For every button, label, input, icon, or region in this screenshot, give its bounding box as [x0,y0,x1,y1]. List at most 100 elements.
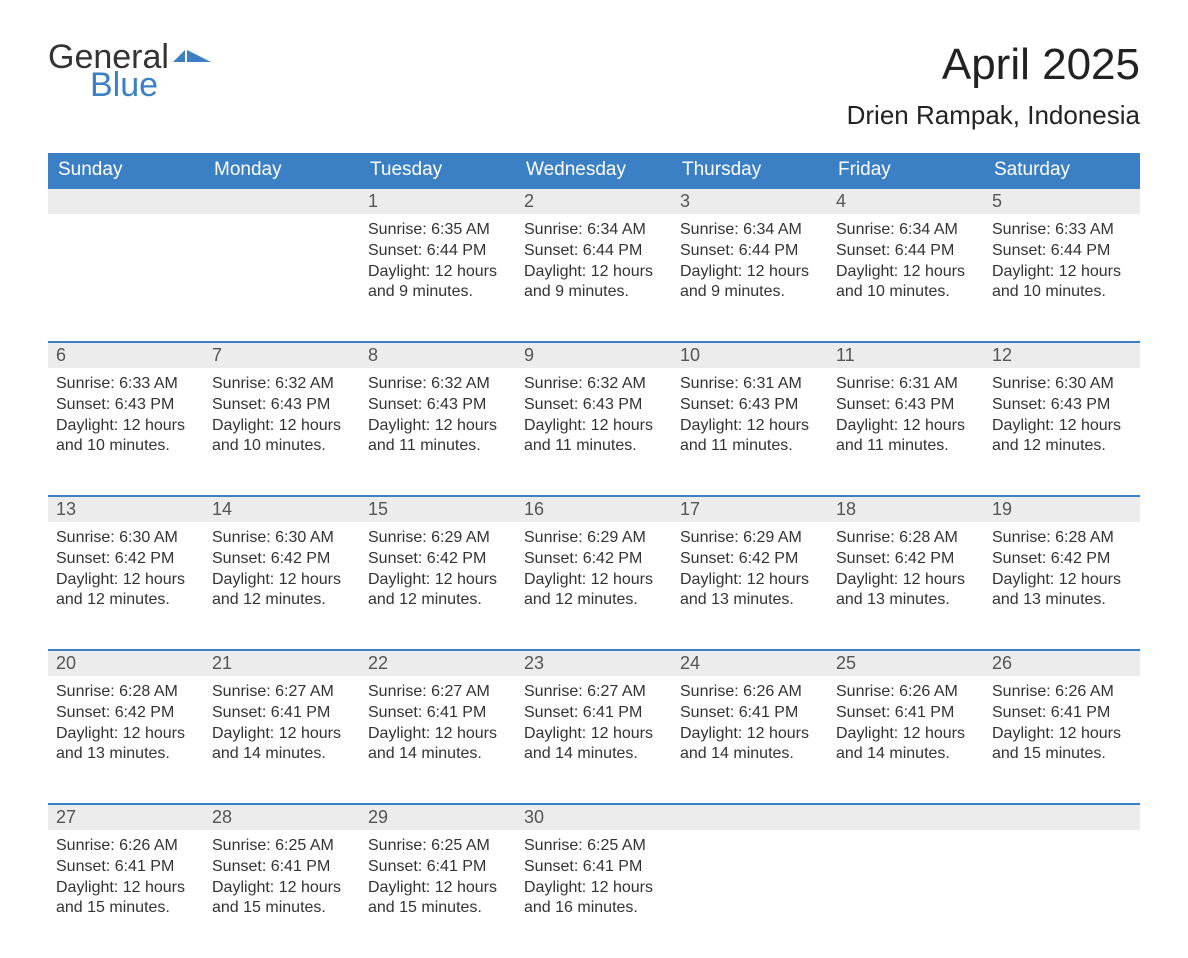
day-number: 6 [56,345,66,365]
day-number: 7 [212,345,222,365]
week-daynum-row: 20212223242526 [48,650,1140,676]
day-number-cell: 30 [516,804,672,830]
day-sunset: Sunset: 6:42 PM [56,703,196,724]
day-number: 11 [836,345,855,365]
day-content-cell: Sunrise: 6:34 AMSunset: 6:44 PMDaylight:… [828,214,984,342]
day-dl1: Daylight: 12 hours [524,724,664,745]
day-header: Monday [204,153,360,188]
day-number-cell: 17 [672,496,828,522]
day-dl1: Daylight: 12 hours [680,724,820,745]
day-dl1: Daylight: 12 hours [836,570,976,591]
day-sunset: Sunset: 6:41 PM [368,703,508,724]
day-header: Tuesday [360,153,516,188]
day-number: 23 [524,653,544,673]
day-number-cell: 26 [984,650,1140,676]
day-number-cell: 21 [204,650,360,676]
day-sunset: Sunset: 6:41 PM [56,857,196,878]
day-content-cell: Sunrise: 6:26 AMSunset: 6:41 PMDaylight:… [672,676,828,804]
day-number: 10 [680,345,700,365]
day-header: Thursday [672,153,828,188]
day-dl2: and 12 minutes. [992,436,1132,457]
day-content-cell: Sunrise: 6:25 AMSunset: 6:41 PMDaylight:… [204,830,360,958]
day-dl2: and 12 minutes. [56,590,196,611]
header: General Blue April 2025 Drien Rampak, In… [48,40,1140,145]
day-content-cell: Sunrise: 6:32 AMSunset: 6:43 PMDaylight:… [516,368,672,496]
day-content-cell: Sunrise: 6:32 AMSunset: 6:43 PMDaylight:… [204,368,360,496]
day-number: 25 [836,653,856,673]
day-sunset: Sunset: 6:44 PM [836,241,976,262]
day-number: 3 [680,191,690,211]
day-sunrise: Sunrise: 6:25 AM [524,836,664,857]
day-sunrise: Sunrise: 6:28 AM [992,528,1132,549]
day-content-cell: Sunrise: 6:28 AMSunset: 6:42 PMDaylight:… [48,676,204,804]
logo: General Blue [48,40,211,102]
day-number: 17 [680,499,700,519]
day-dl1: Daylight: 12 hours [524,878,664,899]
day-number-cell: 14 [204,496,360,522]
day-dl1: Daylight: 12 hours [524,570,664,591]
day-sunrise: Sunrise: 6:33 AM [56,374,196,395]
day-dl2: and 9 minutes. [368,282,508,303]
week-daynum-row: 13141516171819 [48,496,1140,522]
day-number-cell: 29 [360,804,516,830]
day-number: 5 [992,191,1002,211]
day-sunrise: Sunrise: 6:27 AM [524,682,664,703]
day-number: 15 [368,499,388,519]
day-dl1: Daylight: 12 hours [56,878,196,899]
day-number: 9 [524,345,534,365]
day-dl1: Daylight: 12 hours [992,570,1132,591]
day-number: 1 [368,191,378,211]
day-sunset: Sunset: 6:41 PM [524,703,664,724]
day-number-cell: 11 [828,342,984,368]
day-sunrise: Sunrise: 6:34 AM [836,220,976,241]
day-number-cell: 10 [672,342,828,368]
day-dl2: and 15 minutes. [212,898,352,919]
day-content-cell: Sunrise: 6:34 AMSunset: 6:44 PMDaylight:… [672,214,828,342]
day-sunrise: Sunrise: 6:28 AM [836,528,976,549]
day-sunrise: Sunrise: 6:33 AM [992,220,1132,241]
day-sunset: Sunset: 6:41 PM [524,857,664,878]
day-number: 4 [836,191,846,211]
day-content-cell: Sunrise: 6:29 AMSunset: 6:42 PMDaylight:… [672,522,828,650]
day-sunset: Sunset: 6:44 PM [524,241,664,262]
day-dl2: and 15 minutes. [368,898,508,919]
day-dl2: and 10 minutes. [56,436,196,457]
day-sunset: Sunset: 6:43 PM [56,395,196,416]
day-number-cell: 16 [516,496,672,522]
day-number-cell: 18 [828,496,984,522]
week-content-row: Sunrise: 6:33 AMSunset: 6:43 PMDaylight:… [48,368,1140,496]
day-dl2: and 14 minutes. [836,744,976,765]
day-content-cell: Sunrise: 6:30 AMSunset: 6:42 PMDaylight:… [48,522,204,650]
day-content-cell: Sunrise: 6:30 AMSunset: 6:42 PMDaylight:… [204,522,360,650]
day-content-cell [984,830,1140,958]
day-dl2: and 11 minutes. [836,436,976,457]
day-sunrise: Sunrise: 6:28 AM [56,682,196,703]
day-number: 26 [992,653,1012,673]
day-dl1: Daylight: 12 hours [836,262,976,283]
day-dl1: Daylight: 12 hours [368,878,508,899]
day-number-cell: 2 [516,188,672,214]
day-dl2: and 10 minutes. [212,436,352,457]
day-content-cell [48,214,204,342]
day-sunrise: Sunrise: 6:32 AM [524,374,664,395]
day-sunset: Sunset: 6:42 PM [212,549,352,570]
day-dl2: and 13 minutes. [680,590,820,611]
page-title: April 2025 [847,40,1140,90]
day-content-cell: Sunrise: 6:28 AMSunset: 6:42 PMDaylight:… [828,522,984,650]
day-number: 21 [212,653,232,673]
day-sunrise: Sunrise: 6:30 AM [212,528,352,549]
day-sunrise: Sunrise: 6:30 AM [56,528,196,549]
day-number-cell: 23 [516,650,672,676]
day-content-cell: Sunrise: 6:26 AMSunset: 6:41 PMDaylight:… [984,676,1140,804]
week-daynum-row: 27282930 [48,804,1140,830]
day-number-cell [672,804,828,830]
day-number: 19 [992,499,1012,519]
day-header: Sunday [48,153,204,188]
day-sunset: Sunset: 6:41 PM [992,703,1132,724]
day-sunrise: Sunrise: 6:31 AM [680,374,820,395]
day-dl2: and 14 minutes. [680,744,820,765]
day-sunset: Sunset: 6:43 PM [368,395,508,416]
day-sunset: Sunset: 6:41 PM [212,703,352,724]
day-content-cell: Sunrise: 6:34 AMSunset: 6:44 PMDaylight:… [516,214,672,342]
location-subtitle: Drien Rampak, Indonesia [847,100,1140,131]
